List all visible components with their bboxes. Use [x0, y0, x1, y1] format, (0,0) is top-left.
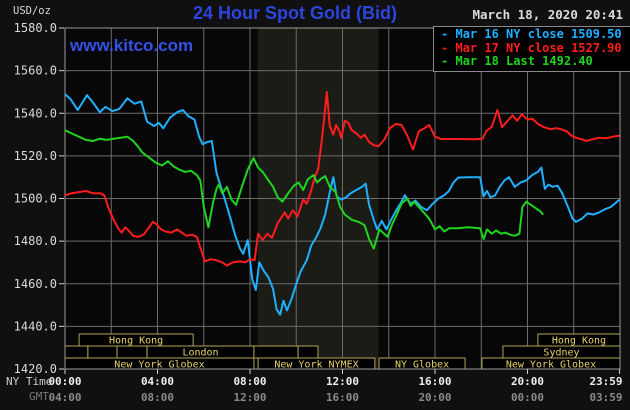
legend: - Mar 16 NY close 1509.50 - Mar 17 NY cl…	[433, 26, 630, 72]
session-label: Hong Kong	[109, 336, 163, 347]
price-line-mar-17	[64, 90, 620, 267]
ny-time-tick-label: 04:00	[141, 375, 174, 388]
ny-time-tick-label: 23:59	[589, 375, 622, 388]
gmt-tick-label: 16:00	[326, 391, 359, 404]
session-box	[87, 345, 118, 359]
y-tick-label: 1420.0	[14, 362, 57, 376]
legend-row-mar17: - Mar 17 NY close 1527.90	[441, 40, 630, 56]
legend-label: Mar 17 NY close 1527.90	[455, 40, 622, 55]
gmt-tick-label: 03:59	[589, 391, 622, 404]
ny-time-tick-label: 12:00	[326, 375, 359, 388]
legend-row-mar18: - Mar 18 Last 1492.40	[441, 54, 630, 69]
session-box	[116, 345, 148, 359]
y-axis-units-label: USD/oz	[13, 5, 51, 17]
y-tick-label: 1520.0	[14, 149, 57, 163]
legend-dash-icon: -	[441, 54, 449, 68]
y-tick-label: 1500.0	[14, 192, 57, 206]
session-label: NY Globex	[395, 360, 449, 371]
y-tick-label: 1580.0	[14, 21, 57, 35]
page-title: 24 Hour Spot Gold (Bid)	[193, 3, 397, 23]
y-tick-label: 1460.0	[14, 277, 57, 291]
legend-label: Mar 16 NY close 1509.50	[455, 27, 622, 41]
session-label: London	[182, 348, 218, 359]
y-tick-label: 1480.0	[14, 234, 57, 248]
price-line-mar-18	[64, 129, 544, 250]
gmt-tick-label: 20:00	[418, 391, 451, 404]
y-tick-label: 1440.0	[14, 319, 57, 333]
ny-time-tick-label: 08:00	[233, 375, 266, 388]
session-label: New York Globex	[506, 360, 596, 371]
gmt-axis-label: GMT	[29, 390, 49, 403]
session-label: Hong Kong	[552, 336, 606, 347]
ny-time-tick-label: 00:00	[48, 375, 81, 388]
y-tick-label: 1540.0	[14, 106, 57, 120]
legend-dash-icon: -	[441, 40, 449, 55]
legend-row-mar16: - Mar 16 NY close 1509.50	[441, 27, 630, 42]
session-label: New York Globex	[114, 360, 204, 371]
gmt-tick-label: 00:00	[511, 391, 544, 404]
session-label: New York NYMEX	[274, 360, 358, 371]
ny-time-axis-label: NY Time	[6, 375, 53, 388]
chart-timestamp: March 18, 2020 20:41	[472, 7, 623, 22]
session-box	[64, 345, 89, 359]
gmt-tick-label: 08:00	[141, 391, 174, 404]
gmt-tick-label: 04:00	[48, 391, 81, 404]
y-tick-label: 1560.0	[14, 64, 57, 78]
gmt-tick-label: 12:00	[233, 391, 266, 404]
ny-time-tick-label: 20:00	[511, 375, 544, 388]
legend-label: Mar 18 Last 1492.40	[455, 54, 593, 68]
session-box	[297, 345, 319, 359]
legend-dash-icon: -	[441, 27, 449, 41]
kitco-watermark-link[interactable]: www.kitco.com	[70, 36, 194, 55]
price-line-mar-16	[64, 93, 621, 316]
session-box	[253, 345, 299, 359]
session-label: Sydney	[543, 348, 579, 359]
ny-time-tick-label: 16:00	[418, 375, 451, 388]
